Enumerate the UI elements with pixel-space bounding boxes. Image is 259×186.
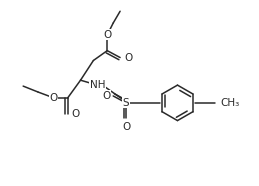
Text: O: O	[50, 93, 58, 103]
Text: NH: NH	[90, 80, 105, 90]
Text: CH₃: CH₃	[220, 98, 239, 108]
Text: O: O	[72, 109, 80, 119]
Text: O: O	[103, 30, 111, 40]
Text: O: O	[102, 91, 110, 101]
Text: O: O	[122, 122, 130, 132]
Text: O: O	[124, 52, 132, 62]
Text: S: S	[123, 98, 129, 108]
